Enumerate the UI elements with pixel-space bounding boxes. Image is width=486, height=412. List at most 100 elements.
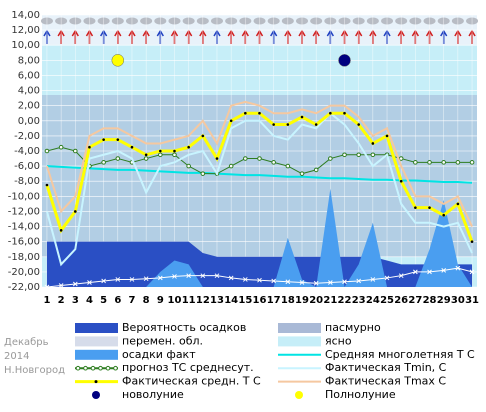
legend-swatch [92,391,100,399]
point [186,163,191,169]
y-tick-label: 4,00 [18,86,40,97]
x-tick-label: 3 [72,295,79,306]
x-tick-label: 8 [143,295,150,306]
point [313,167,319,173]
legend-swatch [278,323,321,333]
area [46,188,473,287]
point [342,279,347,285]
point [44,284,50,290]
legend-dot [105,365,111,371]
point [214,273,220,279]
legend-dot [98,365,103,371]
legend-dot [83,365,88,371]
point [244,111,247,115]
y-tick-label: 6,00 [18,70,40,81]
x-tick-label: 20 [309,295,323,306]
y-tick-label: -8,00 [14,176,40,187]
legend-label: Средняя многолетняя Т С [325,348,475,361]
x-tick-label: 30 [451,295,465,306]
legend-swatch [295,391,303,399]
point [356,278,362,284]
month: Декабрь [4,337,49,348]
point [115,156,121,161]
point [242,277,248,282]
point [58,283,64,288]
point [427,269,432,275]
y-tick-label: -10,00 [8,191,40,202]
point [455,265,461,271]
y-tick-label: 2,00 [18,101,40,112]
point [72,281,78,287]
legend-swatch [75,349,118,360]
x-tick-label: 7 [128,295,135,306]
x-tick-label: 13 [210,295,224,306]
point [159,149,162,153]
x-tick-label: 17 [267,295,281,306]
point [414,206,417,209]
point [455,160,461,165]
point [258,111,261,115]
x-tick-label: 4 [86,295,93,306]
point [143,156,149,161]
point [371,142,375,145]
point [441,160,447,165]
point [44,148,50,154]
point [413,160,418,165]
point [329,111,332,115]
point [228,275,234,281]
x-tick-label: 26 [394,295,408,306]
legend-label: осадки факт [122,348,196,361]
x-tick-label: 6 [114,295,121,306]
x-tick-label: 23 [352,295,366,306]
x-tick-label: 19 [295,295,309,306]
point [285,279,291,285]
point [143,276,149,282]
point [243,156,248,161]
point [229,119,233,123]
legend-label: ясно [325,334,352,347]
x-tick-label: 31 [465,295,479,306]
city: Н.Новгород [4,365,65,376]
point [327,280,333,285]
point [384,275,390,281]
point [428,206,431,209]
point [285,163,291,169]
x-tick-label: 5 [100,295,107,306]
y-tick-label: -6,00 [14,161,40,172]
point [73,210,77,213]
x-tick-label: 21 [323,295,337,306]
y-tick-label: 12,00 [11,25,40,36]
legend-label: прогноз ТС среднесут. [122,361,254,374]
point [456,202,460,206]
point [116,138,120,141]
y-tick-label: -14,00 [8,222,40,233]
legend-label: Фактическая средн. Т С [122,375,261,388]
point [157,275,163,281]
line [46,100,473,227]
moon [338,54,351,67]
y-tick-label: -18,00 [8,252,40,263]
point [356,152,361,158]
point [343,111,346,115]
point [201,134,205,138]
point [200,171,206,176]
point [286,123,290,126]
point [200,273,206,279]
x-tick-label: 16 [253,295,267,306]
y-tick-label: 0,00 [18,116,40,127]
point [442,213,446,217]
point [129,277,135,282]
point [413,269,418,275]
point [45,183,49,187]
y-tick-label: -16,00 [8,237,40,248]
legend-label: Полнолуние [325,388,396,401]
point [130,145,134,149]
plot [40,14,479,290]
legend-label: пасмурно [325,321,381,334]
point [101,160,106,165]
point [357,123,360,126]
point [87,280,92,285]
x-tick-label: 2 [58,295,65,306]
legend-label: Вероятность осадков [122,321,246,334]
